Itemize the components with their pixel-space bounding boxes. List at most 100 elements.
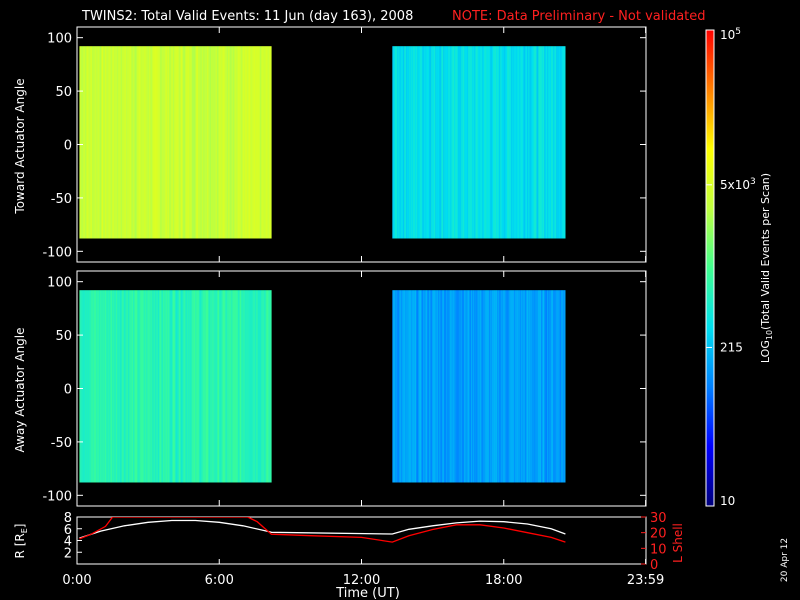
heatmap-column <box>550 46 552 239</box>
heatmap-column <box>531 290 533 483</box>
heatmap-column <box>145 290 147 483</box>
heatmap-column <box>149 290 151 483</box>
heatmap-column <box>540 290 542 483</box>
heatmap-column <box>413 290 415 483</box>
heatmap-column <box>88 290 90 483</box>
heatmap-column <box>165 290 167 483</box>
radius-tick-label: 4 <box>64 535 72 550</box>
heatmap-column <box>480 46 482 239</box>
heatmap-column <box>95 290 97 483</box>
heatmap-column <box>455 46 457 239</box>
time-tick-label: 12:00 <box>343 573 380 588</box>
heatmap-column <box>168 46 170 239</box>
heatmap-column <box>139 290 141 483</box>
y-tick-label: -50 <box>51 436 72 451</box>
time-tick-label: 23:59 <box>627 573 664 588</box>
heatmap-column <box>396 290 398 483</box>
lshell-ylabel: L Shell <box>671 523 685 563</box>
heatmap-column <box>100 46 102 239</box>
heatmap-column <box>121 290 123 483</box>
heatmap-column <box>461 290 463 483</box>
heatmap-column <box>499 290 501 483</box>
heatmap-column <box>89 290 91 483</box>
heatmap-column <box>95 46 97 239</box>
heatmap-column <box>217 290 219 483</box>
heatmap-column <box>237 46 239 239</box>
heatmap-column <box>83 290 85 483</box>
heatmap-column <box>182 46 184 239</box>
heatmap-column <box>110 290 112 483</box>
heatmap-column <box>454 290 456 483</box>
heatmap-column <box>241 46 243 239</box>
heatmap-column <box>270 290 272 483</box>
y-tick-label: 50 <box>55 329 72 344</box>
heatmap-column <box>476 46 478 239</box>
heatmap-column <box>429 46 431 239</box>
heatmap-column <box>173 46 175 239</box>
heatmap-column <box>219 46 221 239</box>
heatmap-column <box>451 290 453 483</box>
heatmap-column <box>409 290 411 483</box>
heatmap-column <box>395 46 397 239</box>
heatmap-column <box>447 290 449 483</box>
heatmap-column <box>134 46 136 239</box>
heatmap-column <box>543 290 545 483</box>
heatmap-column <box>418 46 420 239</box>
heatmap-column <box>538 46 540 239</box>
heatmap-column <box>509 290 511 483</box>
heatmap-column <box>490 46 492 239</box>
heatmap-column <box>443 46 445 239</box>
heatmap-column <box>127 290 129 483</box>
heatmap-column <box>518 46 520 239</box>
heatmap-column <box>218 290 220 483</box>
heatmap-column <box>510 46 512 239</box>
heatmap-column <box>415 290 417 483</box>
heatmap-column <box>201 46 203 239</box>
heatmap-column <box>232 290 234 483</box>
heatmap-column <box>227 290 229 483</box>
heatmap-column <box>472 290 474 483</box>
heatmap-column <box>210 290 212 483</box>
heatmap-column <box>485 46 487 239</box>
heatmap-column <box>498 290 500 483</box>
heatmap-column <box>546 46 548 239</box>
heatmap-column <box>242 290 244 483</box>
heatmap-column <box>416 46 418 239</box>
heatmap-column <box>410 290 412 483</box>
heatmap-column <box>460 46 462 239</box>
heatmap-column <box>561 46 563 239</box>
heatmap-column <box>159 46 161 239</box>
heatmap-column <box>246 46 248 239</box>
heatmap-column <box>543 46 545 239</box>
heatmap-column <box>200 290 202 483</box>
heatmap-column <box>420 290 422 483</box>
heatmap-column <box>489 290 491 483</box>
heatmap-column <box>444 290 446 483</box>
heatmap-column <box>488 46 490 239</box>
heatmap-column <box>470 46 472 239</box>
heatmap-column <box>243 46 245 239</box>
heatmap-column <box>435 46 437 239</box>
heatmap-column <box>407 46 409 239</box>
heatmap-column <box>472 46 474 239</box>
colorbar-label: LOG10(Total Valid Events per Scan) <box>759 173 774 363</box>
heatmap-column <box>256 290 258 483</box>
heatmap-column <box>448 46 450 239</box>
heatmap-column <box>541 290 543 483</box>
heatmap-column <box>220 46 222 239</box>
heatmap-column <box>469 290 471 483</box>
heatmap-column <box>93 46 95 239</box>
heatmap-column <box>130 290 132 483</box>
heatmap-column <box>225 290 227 483</box>
heatmap-column <box>416 290 418 483</box>
heatmap-column <box>406 46 408 239</box>
heatmap-column <box>404 46 406 239</box>
heatmap-column <box>143 46 145 239</box>
heatmap-column <box>268 290 270 483</box>
heatmap-column <box>113 46 115 239</box>
heatmap-column <box>255 46 257 239</box>
heatmap-column <box>254 46 256 239</box>
heatmap-column <box>197 290 199 483</box>
heatmap-column <box>85 46 87 239</box>
heatmap-column <box>481 290 483 483</box>
